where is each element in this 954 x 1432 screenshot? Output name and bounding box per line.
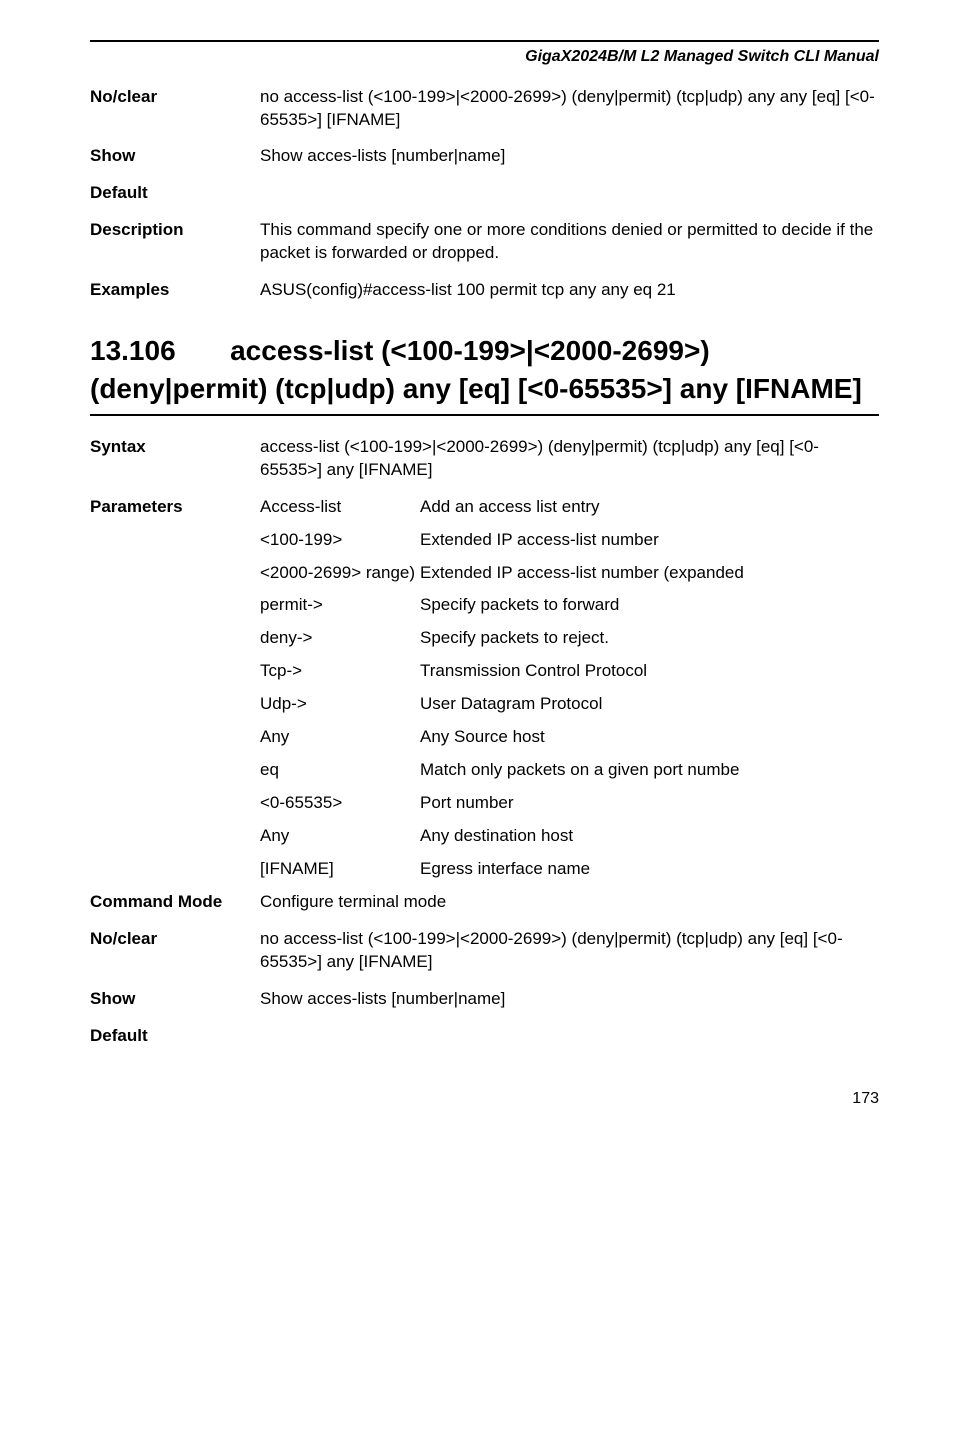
param-desc: Any destination host xyxy=(420,825,879,848)
def-desc: access-list (<100-199>|<2000-2699>) (den… xyxy=(260,436,879,482)
def-desc: This command specify one or more conditi… xyxy=(260,219,879,265)
param-spacer xyxy=(90,825,260,848)
param-name: <100-199> xyxy=(260,529,420,552)
def-row: Examples ASUS(config)#access-list 100 pe… xyxy=(90,279,879,302)
param-desc: Specify packets to forward xyxy=(420,594,879,617)
def-term: Show xyxy=(90,988,260,1011)
param-name: deny-> xyxy=(260,627,420,650)
param-name: permit-> xyxy=(260,594,420,617)
page-number: 173 xyxy=(90,1088,879,1110)
def-term: No/clear xyxy=(90,86,260,132)
param-row: Udp-> User Datagram Protocol xyxy=(90,693,879,716)
def-term: No/clear xyxy=(90,928,260,974)
param-spacer xyxy=(90,792,260,815)
param-name: Any xyxy=(260,726,420,749)
param-row: <0-65535> Port number xyxy=(90,792,879,815)
def-desc: no access-list (<100-199>|<2000-2699>) (… xyxy=(260,928,879,974)
section-title-text: access-list (<100-199>|<2000-2699>) (den… xyxy=(90,335,862,404)
param-spacer xyxy=(90,693,260,716)
def-term: Description xyxy=(90,219,260,265)
param-spacer xyxy=(90,562,260,585)
param-row: Tcp-> Transmission Control Protocol xyxy=(90,660,879,683)
header-title: GigaX2024B/M L2 Managed Switch CLI Manua… xyxy=(90,46,879,68)
param-name: Any xyxy=(260,825,420,848)
param-desc: Match only packets on a given port numbe xyxy=(420,759,879,782)
section-number: 13.106 xyxy=(90,335,176,366)
def-desc: ASUS(config)#access-list 100 permit tcp … xyxy=(260,279,879,302)
def-row: Syntax access-list (<100-199>|<2000-2699… xyxy=(90,436,879,482)
def-desc: no access-list (<100-199>|<2000-2699>) (… xyxy=(260,86,879,132)
param-name: [IFNAME] xyxy=(260,858,420,881)
param-row: Any Any Source host xyxy=(90,726,879,749)
param-desc: Any Source host xyxy=(420,726,879,749)
param-row: <2000-2699> range) Extended IP access-li… xyxy=(90,562,879,585)
param-desc: Egress interface name xyxy=(420,858,879,881)
param-name: Udp-> xyxy=(260,693,420,716)
param-spacer xyxy=(90,627,260,650)
def-desc xyxy=(260,182,879,205)
param-name: <2000-2699> range) xyxy=(260,562,420,585)
def-row: Show Show acces-lists [number|name] xyxy=(90,988,879,1011)
section-heading: 13.106 access-list (<100-199>|<2000-2699… xyxy=(90,332,879,408)
def-row: No/clear no access-list (<100-199>|<2000… xyxy=(90,928,879,974)
def-row: No/clear no access-list (<100-199>|<2000… xyxy=(90,86,879,132)
param-row: [IFNAME] Egress interface name xyxy=(90,858,879,881)
param-row: Any Any destination host xyxy=(90,825,879,848)
def-term: Show xyxy=(90,145,260,168)
param-row: Parameters Access-list Add an access lis… xyxy=(90,496,879,519)
parameters-label: Parameters xyxy=(90,496,260,519)
section-rule xyxy=(90,414,879,416)
def-row: Show Show acces-lists [number|name] xyxy=(90,145,879,168)
param-row: <100-199> Extended IP access-list number xyxy=(90,529,879,552)
param-name: Tcp-> xyxy=(260,660,420,683)
param-row: permit-> Specify packets to forward xyxy=(90,594,879,617)
def-desc: Configure terminal mode xyxy=(260,891,879,914)
param-name: <0-65535> xyxy=(260,792,420,815)
param-name: Access-list xyxy=(260,496,420,519)
def-desc xyxy=(260,1025,879,1048)
top-definition-block: No/clear no access-list (<100-199>|<2000… xyxy=(90,86,879,303)
param-desc: Transmission Control Protocol xyxy=(420,660,879,683)
param-spacer xyxy=(90,594,260,617)
param-spacer xyxy=(90,660,260,683)
def-row: Default xyxy=(90,182,879,205)
param-spacer xyxy=(90,726,260,749)
def-row: Default xyxy=(90,1025,879,1048)
param-desc: Add an access list entry xyxy=(420,496,879,519)
def-term: Syntax xyxy=(90,436,260,482)
param-desc: Specify packets to reject. xyxy=(420,627,879,650)
param-desc: User Datagram Protocol xyxy=(420,693,879,716)
param-desc: Port number xyxy=(420,792,879,815)
def-term: Examples xyxy=(90,279,260,302)
def-term: Command Mode xyxy=(90,891,260,914)
def-term: Default xyxy=(90,1025,260,1048)
def-desc: Show acces-lists [number|name] xyxy=(260,988,879,1011)
param-spacer xyxy=(90,759,260,782)
param-desc: Extended IP access-list number xyxy=(420,529,879,552)
header-rule xyxy=(90,40,879,42)
param-name: eq xyxy=(260,759,420,782)
param-row: eq Match only packets on a given port nu… xyxy=(90,759,879,782)
param-desc: Extended IP access-list number (expanded xyxy=(420,562,879,585)
def-row: Description This command specify one or … xyxy=(90,219,879,265)
bottom-definition-block: Syntax access-list (<100-199>|<2000-2699… xyxy=(90,436,879,1048)
param-row: deny-> Specify packets to reject. xyxy=(90,627,879,650)
param-spacer xyxy=(90,858,260,881)
def-row: Command Mode Configure terminal mode xyxy=(90,891,879,914)
param-spacer xyxy=(90,529,260,552)
def-term: Default xyxy=(90,182,260,205)
def-desc: Show acces-lists [number|name] xyxy=(260,145,879,168)
